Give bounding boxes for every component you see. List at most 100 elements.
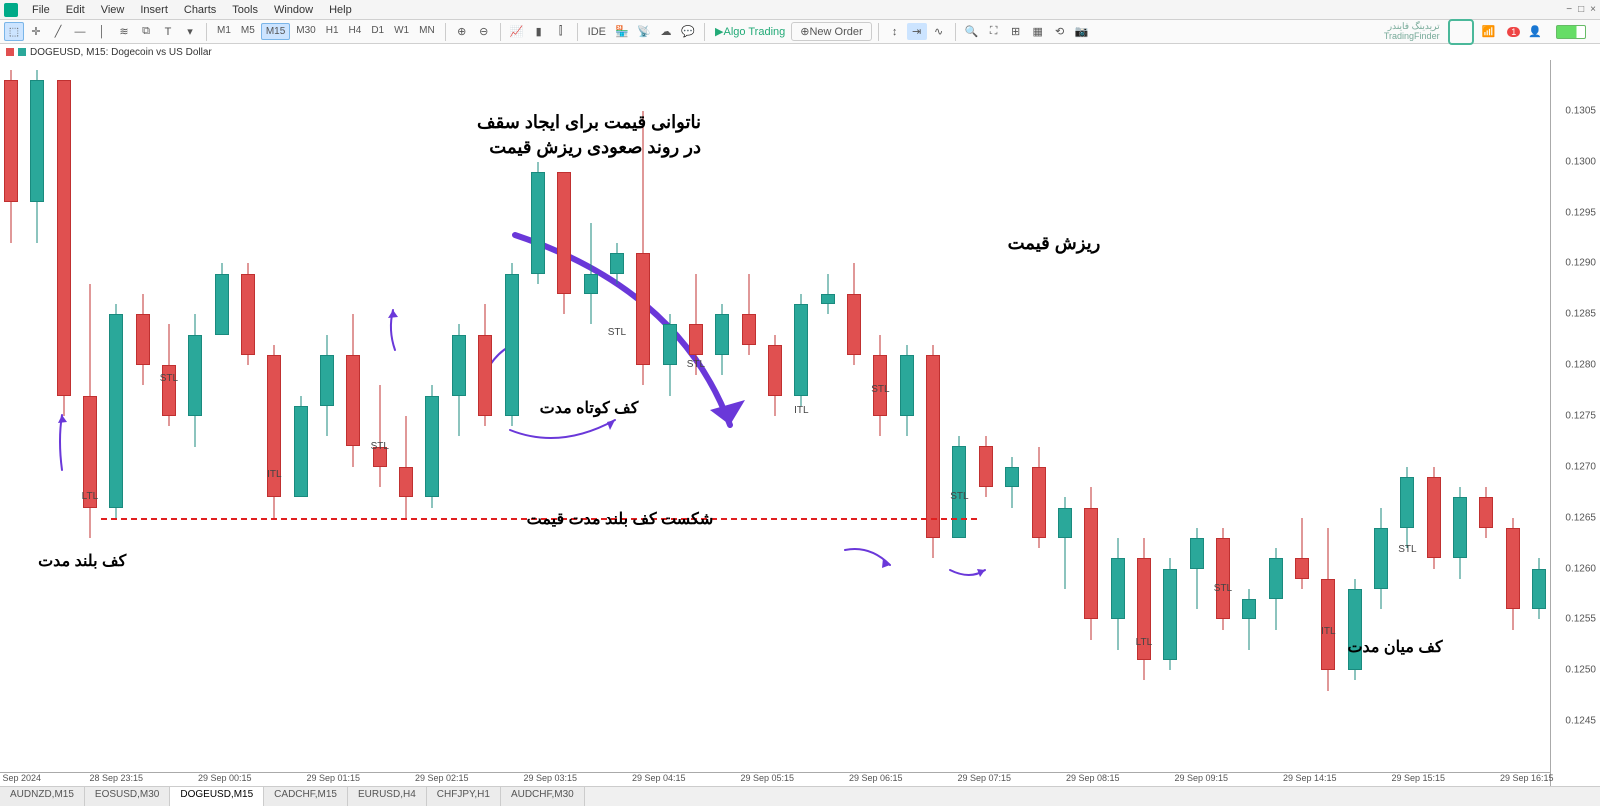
candle	[610, 243, 624, 284]
y-tick: 0.1245	[1565, 716, 1596, 727]
candle	[373, 385, 387, 487]
timeframe-d1[interactable]: D1	[367, 23, 388, 40]
maximize-icon[interactable]: □	[1578, 4, 1584, 15]
candle	[57, 80, 71, 416]
crosshair-tool-icon[interactable]: ✛	[26, 23, 46, 40]
candle	[320, 335, 334, 437]
candle	[1269, 548, 1283, 629]
bear-color-swatch	[6, 48, 14, 56]
vertical-line-tool-icon[interactable]: │	[92, 24, 112, 40]
grid-icon[interactable]: ▦	[1028, 23, 1048, 40]
menu-file[interactable]: File	[24, 4, 58, 16]
menu-charts[interactable]: Charts	[176, 4, 224, 16]
menu-edit[interactable]: Edit	[58, 4, 93, 16]
tile-icon[interactable]: ⊞	[1006, 23, 1026, 40]
menu-view[interactable]: View	[93, 4, 133, 16]
timeframe-m5[interactable]: M5	[237, 23, 259, 40]
connection-status-icon	[1556, 25, 1586, 39]
ide-button[interactable]: IDE	[584, 24, 610, 40]
pivot-label: ITL	[1321, 626, 1335, 637]
timeframe-h1[interactable]: H1	[322, 23, 343, 40]
minimize-icon[interactable]: −	[1566, 4, 1572, 15]
vps-icon[interactable]: ☁	[656, 23, 676, 40]
chart-tab[interactable]: CADCHF,M15	[264, 787, 348, 806]
candle	[1242, 589, 1256, 650]
text-tool-icon[interactable]: T	[158, 24, 178, 40]
chart-candle-icon[interactable]: ▮	[529, 23, 549, 40]
channel-tool-icon[interactable]: ≋	[114, 23, 134, 40]
timeframe-mn[interactable]: MN	[415, 23, 439, 40]
horizontal-line-tool-icon[interactable]: —	[70, 24, 90, 40]
x-axis: 28 Sep 202428 Sep 23:1529 Sep 00:1529 Se…	[0, 772, 1550, 786]
shift-icon[interactable]: ⇥	[907, 23, 927, 40]
indicator-icon[interactable]: ∿	[929, 23, 949, 40]
x-tick: 29 Sep 15:15	[1391, 773, 1445, 783]
chart-title: DOGEUSD, M15: Dogecoin vs US Dollar	[30, 47, 212, 58]
x-tick: 29 Sep 08:15	[1066, 773, 1120, 783]
fibo-tool-icon[interactable]: ⧉	[136, 23, 156, 40]
trendline-tool-icon[interactable]: ╱	[48, 23, 68, 40]
candle	[294, 396, 308, 498]
pivot-label: LTL	[1136, 637, 1153, 648]
y-tick: 0.1305	[1565, 105, 1596, 116]
chart-bar-icon[interactable]: ⫿	[551, 23, 571, 40]
pivot-label: STL	[1214, 583, 1232, 594]
y-tick: 0.1300	[1565, 156, 1596, 167]
menu-window[interactable]: Window	[266, 4, 321, 16]
plot-region[interactable]: ناتوانی قیمت برای ایجاد سقفدر روند صعودی…	[0, 60, 1550, 772]
signals-icon[interactable]: 📡	[634, 23, 654, 40]
screenshot-icon[interactable]: 📷	[1072, 23, 1092, 40]
shapes-tool-icon[interactable]: ▾	[180, 23, 200, 40]
timeframe-m30[interactable]: M30	[292, 23, 319, 40]
menu-tools[interactable]: Tools	[224, 4, 266, 16]
candle	[557, 172, 571, 314]
chart-tab[interactable]: AUDCHF,M30	[501, 787, 585, 806]
candle	[1216, 528, 1230, 630]
new-order-button[interactable]: ⊕ New Order	[791, 22, 871, 41]
market-icon[interactable]: 🏪	[612, 23, 632, 40]
timeframe-h4[interactable]: H4	[345, 23, 366, 40]
candle	[1400, 467, 1414, 548]
pivot-label: STL	[1398, 544, 1416, 555]
chart-area[interactable]: ناتوانی قیمت برای ایجاد سقفدر روند صعودی…	[0, 60, 1600, 786]
x-tick: 29 Sep 04:15	[632, 773, 686, 783]
chart-tab[interactable]: EOSUSD,M30	[85, 787, 170, 806]
timeframe-m15[interactable]: M15	[261, 23, 290, 40]
chart-tab[interactable]: CHFJPY,H1	[427, 787, 501, 806]
zoom-out-icon[interactable]: ⊖	[474, 23, 494, 40]
y-tick: 0.1260	[1565, 563, 1596, 574]
zoom-in-icon[interactable]: ⊕	[452, 23, 472, 40]
chart-tab[interactable]: DOGEUSD,M15	[170, 787, 264, 806]
menubar: FileEditViewInsertChartsToolsWindowHelp …	[0, 0, 1600, 20]
chat-icon[interactable]: 💬	[678, 23, 698, 40]
candle	[478, 304, 492, 426]
candle	[1163, 558, 1177, 670]
pivot-label: ITL	[794, 405, 808, 416]
menu-help[interactable]: Help	[321, 4, 360, 16]
chart-line-icon[interactable]: 📈	[507, 23, 527, 40]
candle	[1005, 457, 1019, 508]
notification-badge[interactable]: 1	[1507, 27, 1520, 37]
candle	[1374, 508, 1388, 610]
timeframe-w1[interactable]: W1	[390, 23, 413, 40]
chart-tab[interactable]: AUDNZD,M15	[0, 787, 85, 806]
candle	[452, 324, 466, 436]
menu-insert[interactable]: Insert	[132, 4, 176, 16]
timeframe-m1[interactable]: M1	[213, 23, 235, 40]
profile-icon[interactable]: 👤	[1528, 25, 1542, 38]
pivot-label: STL	[160, 373, 178, 384]
chart-tab[interactable]: EURUSD,H4	[348, 787, 427, 806]
pivot-label: STL	[371, 441, 389, 452]
fullscreen-icon[interactable]: ⛶	[984, 23, 1004, 40]
candle	[4, 70, 18, 243]
cursor-tool-icon[interactable]: ⬚	[4, 22, 24, 41]
y-tick: 0.1290	[1565, 258, 1596, 269]
algo-trading-button[interactable]: ▶ Algo Trading	[711, 23, 789, 40]
y-tick: 0.1285	[1565, 309, 1596, 320]
sync-icon[interactable]: ⟲	[1050, 23, 1070, 40]
candle	[1084, 487, 1098, 640]
search-icon[interactable]: 🔍	[962, 23, 982, 40]
close-icon[interactable]: ×	[1590, 4, 1596, 15]
autoscroll-icon[interactable]: ↕	[885, 24, 905, 40]
candle	[1348, 579, 1362, 681]
